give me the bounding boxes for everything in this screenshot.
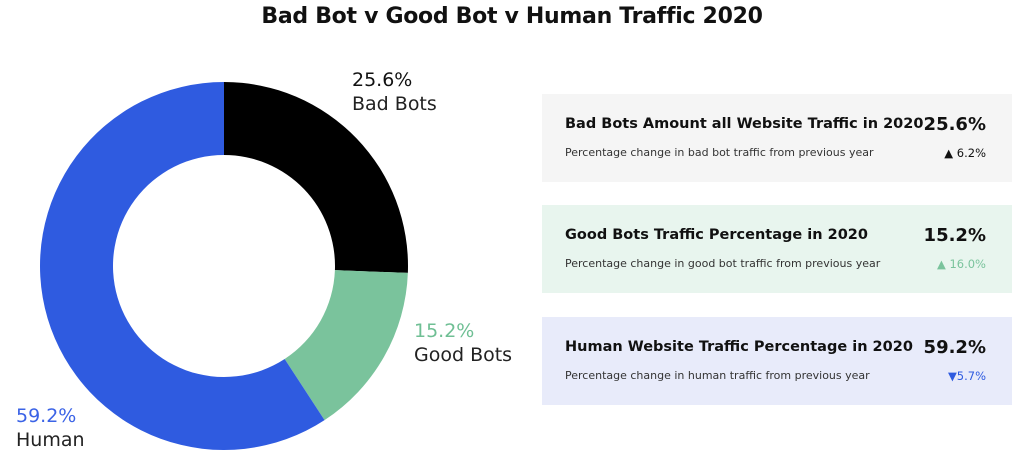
label-human: 59.2% Human [16,404,85,452]
card-title: Bad Bots Amount all Website Traffic in 2… [565,116,924,132]
card-subtitle: Percentage change in human traffic from … [565,369,870,382]
card-title: Human Website Traffic Percentage in 2020 [565,339,913,355]
slice-good-bots [284,270,408,421]
label-bad-bots: 25.6% Bad Bots [352,68,437,116]
card-change: ▼5.7% [947,369,986,383]
card-subtitle: Percentage change in good bot traffic fr… [565,257,881,270]
human-value-label: 59.2% [16,405,77,427]
card-change: ▲ 6.2% [944,146,986,160]
slice-human [39,82,325,450]
card-good-bots: Good Bots Traffic Percentage in 2020 Per… [542,205,1012,293]
good-bots-name-label: Good Bots [414,344,513,366]
chart-title: Bad Bot v Good Bot v Human Traffic 2020 [261,4,763,29]
good-bots-value-label: 15.2% [414,320,475,342]
card-value: 59.2% [923,337,986,358]
card-title: Good Bots Traffic Percentage in 2020 [565,227,868,243]
label-good-bots: 15.2% Good Bots [414,319,512,367]
slice-bad-bots [224,82,409,273]
card-change: ▲ 16.0% [936,257,986,271]
card-subtitle: Percentage change in bad bot traffic fro… [565,146,874,159]
card-bad-bots: Bad Bots Amount all Website Traffic in 2… [542,94,1012,182]
card-value: 25.6% [923,114,986,135]
donut-chart [39,82,409,450]
bad-bots-value-label: 25.6% [352,69,413,91]
card-human: Human Website Traffic Percentage in 2020… [542,317,1012,405]
bad-bots-name-label: Bad Bots [352,93,437,115]
card-value: 15.2% [923,225,986,246]
human-name-label: Human [16,429,85,451]
